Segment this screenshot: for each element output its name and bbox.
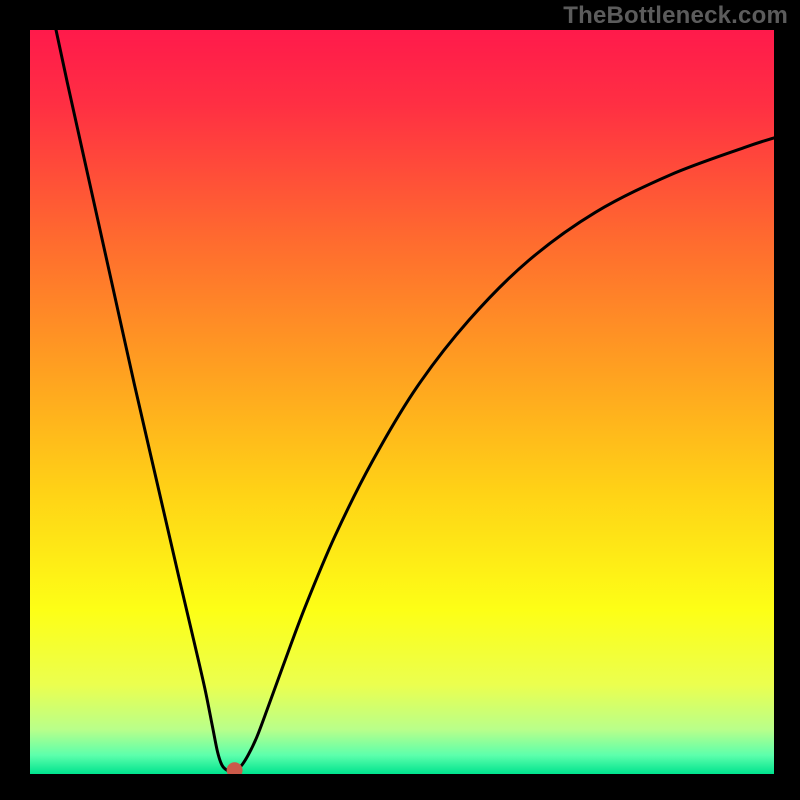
- gradient-background: [30, 30, 774, 774]
- plot-area: [30, 30, 774, 774]
- chart-frame: TheBottleneck.com: [0, 0, 800, 800]
- plot-svg: [30, 30, 774, 774]
- source-watermark: TheBottleneck.com: [563, 2, 788, 30]
